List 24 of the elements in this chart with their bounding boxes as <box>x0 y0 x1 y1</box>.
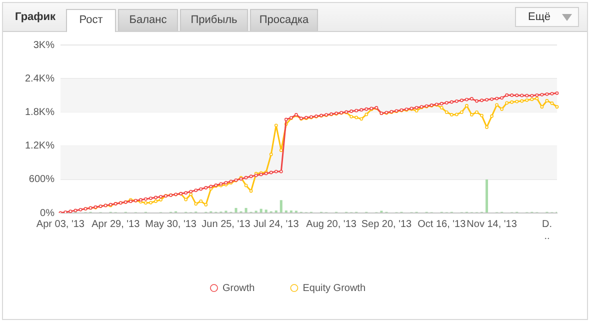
x-tick-label: Sep 20, '13 <box>361 218 412 230</box>
x-tick-label: Aug 20, '13 <box>306 218 357 230</box>
text: Ещё <box>528 10 551 25</box>
x-tick-label: Jun 25, '13 <box>202 218 251 230</box>
x-tick-label: Jul 24, '13 <box>253 218 300 230</box>
text: Рост <box>66 9 116 32</box>
y-tick-label: 0% <box>40 208 55 219</box>
x-tick-label: Apr 03, '13 <box>36 218 85 230</box>
y-tick-label: 3K% <box>33 40 55 51</box>
x-tick-label: Nov 14, '13 <box>466 218 518 230</box>
chart-title: График <box>15 11 56 23</box>
y-tick-label: 2.4K% <box>24 73 55 84</box>
x-tick-label: Apr 29, '13 <box>92 218 140 230</box>
x-tick-label: D. .. <box>542 218 552 242</box>
text: Просадка <box>250 9 318 31</box>
x-tick-label: May 30, '13 <box>145 218 197 230</box>
y-tick-label: 600% <box>28 174 55 186</box>
x-tick-label: Oct 16, '13 <box>418 218 466 230</box>
y-tick-label: 1.2K% <box>24 140 55 152</box>
text: Баланс <box>118 9 178 31</box>
y-tick-label: 1.8K% <box>24 106 55 118</box>
text: Прибыль <box>180 9 248 31</box>
legend-label: Growth <box>222 282 255 294</box>
legend-label: Equity Growth <box>302 282 366 294</box>
